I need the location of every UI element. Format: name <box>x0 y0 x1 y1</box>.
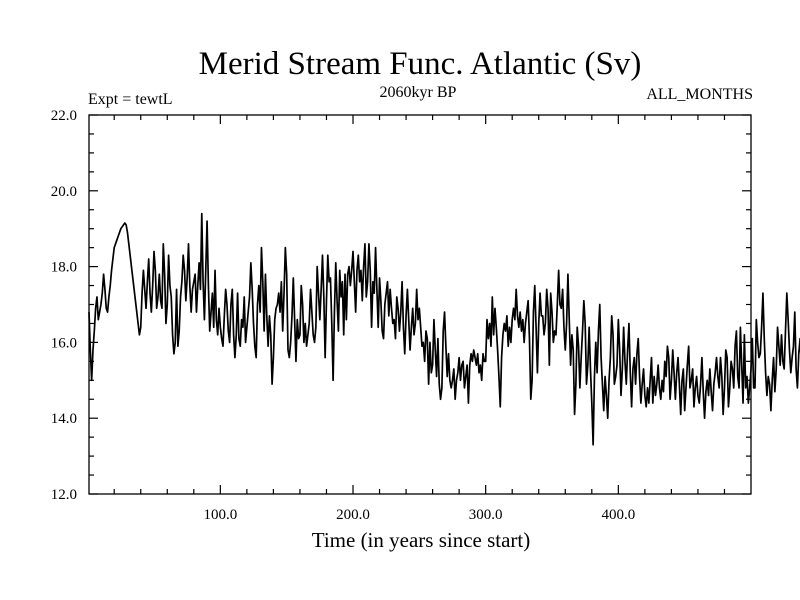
axis-ticks <box>89 114 751 495</box>
plot-frame <box>88 114 752 495</box>
experiment-label: Expt = tewtL <box>88 91 173 108</box>
months-label: ALL_MONTHS <box>646 86 753 103</box>
y-tick-label: 12.0 <box>51 487 77 503</box>
y-tick-label: 20.0 <box>51 184 77 200</box>
x-tick-label: 100.0 <box>203 507 237 523</box>
y-tick-label: 22.0 <box>51 108 77 124</box>
chart-title: Merid Stream Func. Atlantic (Sv) <box>199 46 642 82</box>
y-tick-label: 16.0 <box>51 335 77 351</box>
series-line <box>88 212 800 446</box>
x-tick-label: 400.0 <box>601 507 635 523</box>
x-axis-label: Time (in years since start) <box>312 528 531 552</box>
tick-labels: 12.0 14.0 16.0 18.0 20.0 22.0 100.0 200.0 300.0 4… <box>51 108 635 523</box>
y-tick-label: 18.0 <box>51 260 77 276</box>
x-tick-label: 200.0 <box>336 507 370 523</box>
x-tick-label: 300.0 <box>469 507 503 523</box>
period-label: 2060kyr BP <box>380 84 457 101</box>
y-tick-label: 14.0 <box>51 411 77 427</box>
